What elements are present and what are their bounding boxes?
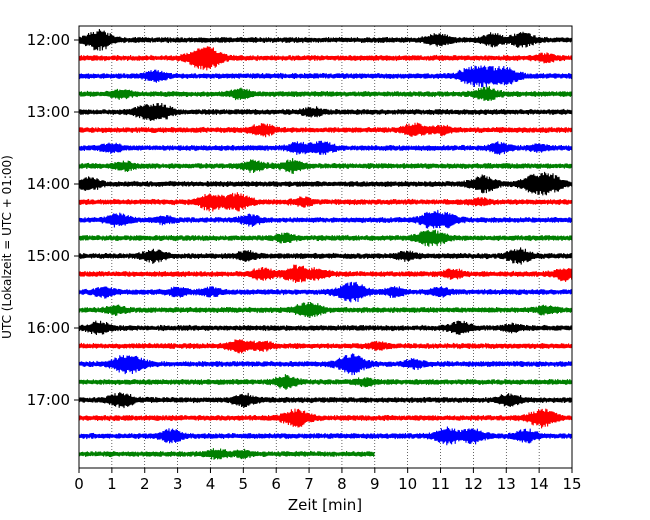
trace-line [78,301,573,318]
trace-line [78,448,375,460]
trace-line [78,209,573,229]
trace-line [78,65,573,88]
x-tick-label: 7 [304,475,314,493]
trace-line [78,353,573,376]
trace-line [78,281,573,303]
plot-frame [78,25,573,469]
x-tick-label: 14 [530,475,549,493]
x-tick-label: 15 [562,475,581,493]
trace-line [78,158,573,175]
trace-line [78,320,573,336]
trace-line [78,339,573,354]
trace-line [78,426,573,446]
x-tick-label: 0 [74,475,84,493]
x-tick-label: 5 [239,475,249,493]
trace-line [78,102,573,122]
y-tick-label: 15:00 [27,247,70,265]
y-axis-label: UTC (Lokalzeit = UTC + 01:00) [0,155,14,339]
trace-line [78,122,573,138]
trace-line [78,140,573,155]
y-tick-label: 13:00 [27,103,70,121]
y-tick-label: 12:00 [27,31,70,49]
x-tick-label: 8 [337,475,347,493]
x-axis-ticks: 0 1 2 3 4 5 6 7 8 9 10 11 12 13 14 15 [74,468,582,493]
x-tick-label: 13 [497,475,516,493]
trace-line [78,247,573,265]
seismic-traces [78,28,573,460]
x-tick-label: 9 [370,475,380,493]
y-tick-label: 14:00 [27,175,70,193]
x-axis-label: Zeit [min] [288,496,362,514]
x-tick-label: 12 [464,475,483,493]
trace-line [78,229,573,247]
trace-line [78,86,573,101]
x-tick-label: 4 [206,475,216,493]
x-tick-label: 6 [271,475,281,493]
x-tick-label: 1 [107,475,117,493]
trace-line [78,264,573,284]
y-axis-ticks: 12:00 13:00 14:00 15:00 16:00 17:00 [27,31,79,409]
trace-line [78,192,573,212]
trace-line [78,392,573,409]
x-tick-label: 3 [173,475,183,493]
y-tick-label: 16:00 [27,319,70,337]
x-tick-label: 11 [431,475,450,493]
trace-line [78,28,573,51]
trace-line [78,374,573,390]
trace-line [78,46,573,71]
x-tick-label: 2 [140,475,150,493]
y-tick-label: 17:00 [27,391,70,409]
trace-line [78,408,573,429]
trace-line [78,171,573,196]
x-tick-label: 10 [398,475,417,493]
